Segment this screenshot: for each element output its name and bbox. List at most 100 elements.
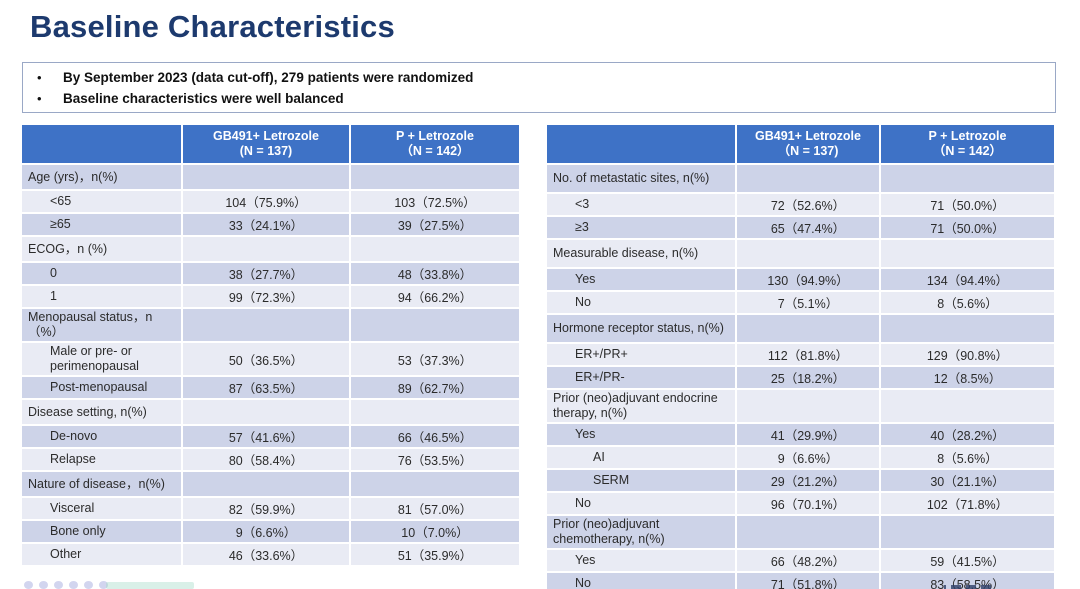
value-cell: [351, 472, 519, 496]
value-cell: [737, 516, 879, 548]
table-row: Prior (neo)adjuvant endocrine therapy, n…: [547, 390, 1054, 422]
row-category-label: Age (yrs)，n(%): [22, 165, 181, 189]
page-title: Baseline Characteristics: [30, 9, 395, 44]
value-cell: 9（6.6%）: [183, 521, 349, 542]
table-row: Bone only 9（6.6%） 10（7.0%）: [22, 521, 519, 542]
row-label: De-novo: [22, 426, 181, 447]
summary-callout-box: • By September 2023 (data cut-off), 279 …: [22, 62, 1056, 113]
table-row: ≥65 33（24.1%） 39（27.5%）: [22, 214, 519, 235]
value-cell: 51（35.9%）: [351, 544, 519, 565]
footer-logo-fragment-left: [24, 581, 108, 589]
value-cell: [183, 400, 349, 424]
value-cell: 50（36.5%）: [183, 343, 349, 375]
row-label: 0: [22, 263, 181, 284]
value-cell: 71（50.0%）: [881, 217, 1054, 238]
row-label: Bone only: [22, 521, 181, 542]
table-row: Age (yrs)，n(%): [22, 165, 519, 189]
value-cell: [183, 165, 349, 189]
row-label: AI: [547, 447, 735, 468]
value-cell: 9（6.6%）: [737, 447, 879, 468]
value-cell: [881, 165, 1054, 192]
value-cell: [881, 315, 1054, 342]
table-row: No 96（70.1%） 102（71.8%）: [547, 493, 1054, 514]
column-header-arm-n: （N = 142）: [932, 144, 1003, 158]
value-cell: 53（37.3%）: [351, 343, 519, 375]
bullet-text: By September 2023 (data cut-off), 279 pa…: [63, 70, 474, 85]
bullet-line: • Baseline characteristics were well bal…: [37, 89, 1045, 108]
row-label: Yes: [547, 550, 735, 571]
column-header-arm-name: P + Letrozole: [396, 129, 474, 143]
column-header-blank: [22, 125, 181, 163]
value-cell: 8（5.6%）: [881, 292, 1054, 313]
value-cell: 82（59.9%）: [183, 498, 349, 519]
bullet-line: • By September 2023 (data cut-off), 279 …: [37, 68, 1045, 87]
row-label: Relapse: [22, 449, 181, 470]
value-cell: 76（53.5%）: [351, 449, 519, 470]
table-row: 0 38（27.7%） 48（33.8%）: [22, 263, 519, 284]
table-row: Menopausal status，n（%）: [22, 309, 519, 341]
column-header-arm-n: (N = 137): [239, 144, 293, 158]
row-label: ≥3: [547, 217, 735, 238]
value-cell: [737, 165, 879, 192]
value-cell: 104（75.9%）: [183, 191, 349, 212]
row-label: Visceral: [22, 498, 181, 519]
row-category-label: Disease setting, n(%): [22, 400, 181, 424]
bullet-icon: •: [37, 70, 42, 85]
row-label: No: [547, 573, 735, 589]
column-header-arm-n: （N = 142）: [400, 144, 470, 158]
table-row: ≥3 65（47.4%） 71（50.0%）: [547, 217, 1054, 238]
row-category-label: Hormone receptor status, n(%): [547, 315, 735, 342]
value-cell: 48（33.8%）: [351, 263, 519, 284]
table-row: Relapse 80（58.4%） 76（53.5%）: [22, 449, 519, 470]
value-cell: 71（51.8%）: [737, 573, 879, 589]
value-cell: 38（27.7%）: [183, 263, 349, 284]
row-category-label: Measurable disease, n(%): [547, 240, 735, 267]
value-cell: [881, 390, 1054, 422]
table-row: Measurable disease, n(%): [547, 240, 1054, 267]
column-header-arm-name: GB491+ Letrozole: [755, 129, 861, 143]
row-label: <65: [22, 191, 181, 212]
table-row: Post-menopausal 87（63.5%） 89（62.7%）: [22, 377, 519, 398]
value-cell: 129（90.8%）: [881, 344, 1054, 365]
row-category-label: No. of metastatic sites, n(%): [547, 165, 735, 192]
table-row: SERM 29（21.2%） 30（21.1%）: [547, 470, 1054, 491]
value-cell: 83（58.5%）: [881, 573, 1054, 589]
value-cell: [737, 240, 879, 267]
value-cell: 102（71.8%）: [881, 493, 1054, 514]
value-cell: 66（48.2%）: [737, 550, 879, 571]
table-row: 1 99（72.3%） 94（66.2%）: [22, 286, 519, 307]
row-label: <3: [547, 194, 735, 215]
value-cell: 29（21.2%）: [737, 470, 879, 491]
baseline-table-left: GB491+ Letrozole (N = 137) P + Letrozole （N…: [22, 125, 519, 565]
row-label: SERM: [547, 470, 735, 491]
row-label: No: [547, 292, 735, 313]
column-header: P + Letrozole （N = 142）: [351, 125, 519, 163]
value-cell: [881, 516, 1054, 548]
value-cell: [351, 237, 519, 261]
value-cell: 96（70.1%）: [737, 493, 879, 514]
table-row: Nature of disease，n(%): [22, 472, 519, 496]
baseline-table-right: GB491+ Letrozole （N = 137) P + Letrozole （N…: [547, 125, 1054, 589]
row-label: Male or pre- or perimenopausal: [22, 343, 181, 375]
table-row: Prior (neo)adjuvant chemotherapy, n(%): [547, 516, 1054, 548]
bullet-icon: •: [37, 91, 42, 106]
value-cell: 130（94.9%）: [737, 269, 879, 290]
row-label: 1: [22, 286, 181, 307]
row-label: Yes: [547, 424, 735, 445]
value-cell: 25（18.2%）: [737, 367, 879, 388]
table-row: Yes 66（48.2%） 59（41.5%）: [547, 550, 1054, 571]
table-row: Male or pre- or perimenopausal 50（36.5%） 5…: [22, 343, 519, 375]
row-label: Post-menopausal: [22, 377, 181, 398]
value-cell: 103（72.5%）: [351, 191, 519, 212]
value-cell: 87（63.5%）: [183, 377, 349, 398]
value-cell: 10（7.0%）: [351, 521, 519, 542]
table-row: De-novo 57（41.6%） 66（46.5%）: [22, 426, 519, 447]
footer-logo-bar-fragment: [106, 582, 194, 589]
value-cell: 71（50.0%）: [881, 194, 1054, 215]
row-label: ER+/PR-: [547, 367, 735, 388]
table-header-row: GB491+ Letrozole (N = 137) P + Letrozole （N…: [22, 125, 519, 163]
value-cell: 12（8.5%）: [881, 367, 1054, 388]
value-cell: [351, 400, 519, 424]
value-cell: 65（47.4%）: [737, 217, 879, 238]
table-row: <65 104（75.9%） 103（72.5%）: [22, 191, 519, 212]
